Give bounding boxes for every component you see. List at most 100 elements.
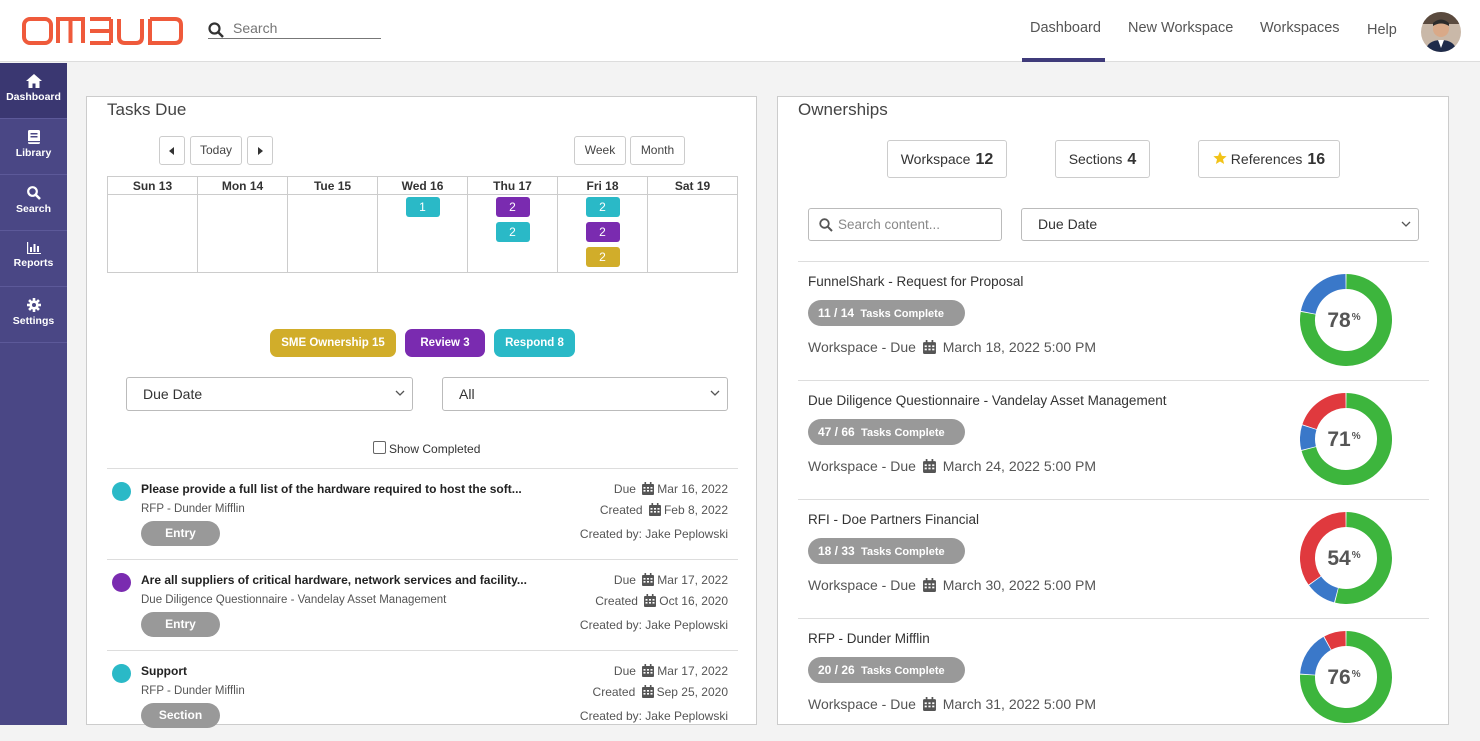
ownership-row[interactable]: RFP - Dunder Mifflin 20 / 26 Tasks Comple… (798, 618, 1429, 737)
content-search[interactable]: Search content... (808, 208, 1002, 241)
calendar-icon (648, 503, 661, 516)
workspace-count-button[interactable]: Workspace 12 (887, 140, 1007, 178)
task-title[interactable]: Support (141, 664, 187, 678)
task-title[interactable]: Are all suppliers of critical hardware, … (141, 573, 527, 587)
created-label: Created (592, 685, 636, 699)
due-value: Mar 17, 2022 (657, 573, 728, 587)
sidebar-item-search[interactable]: Search (0, 175, 67, 231)
tasks-type-select[interactable]: All (442, 377, 728, 411)
task-row[interactable]: Please provide a full list of the hardwa… (107, 468, 738, 559)
tasks-due-panel: Tasks Due Today Week Month Sun 13 Mon 14 T… (86, 96, 757, 728)
task-row[interactable]: Support RFP - Dunder Mifflin Section Due Ma… (107, 650, 738, 741)
ownership-title[interactable]: RFP - Dunder Mifflin (808, 631, 930, 646)
filter-sme-ownership[interactable]: SME Ownership 15 (270, 329, 396, 357)
nav-help[interactable]: Help (1367, 22, 1397, 38)
calendar-icon (644, 594, 657, 607)
due-value: Mar 17, 2022 (657, 664, 728, 678)
nav-dashboard[interactable]: Dashboard (1030, 20, 1101, 36)
calendar-prev-button[interactable] (159, 136, 185, 165)
show-completed-label: Show Completed (389, 442, 481, 456)
filter-review[interactable]: Review 3 (405, 329, 485, 357)
donut-segment-red (1302, 393, 1347, 430)
progress-donut: 54% (1300, 512, 1392, 604)
filter-respond[interactable]: Respond 8 (494, 329, 575, 357)
percent-sign: % (1352, 431, 1361, 442)
ownership-row[interactable]: FunnelShark - Request for Proposal 11 / 1… (798, 261, 1429, 380)
calendar-icon (922, 459, 936, 473)
tasks-due-title: Tasks Due (107, 100, 187, 119)
sidebar-item-reports[interactable]: Reports (0, 231, 67, 287)
calendar-event-badge[interactable]: 1 (405, 197, 440, 217)
calendar-event-badge[interactable]: 2 (495, 222, 530, 242)
ownership-title[interactable]: RFI - Doe Partners Financial (808, 512, 980, 527)
calendar-today-button[interactable]: Today (190, 136, 242, 165)
ownership-row[interactable]: Due Diligence Questionnaire - Vandelay A… (798, 380, 1429, 499)
search-input[interactable] (233, 20, 378, 36)
calendar-day-cell[interactable] (287, 194, 378, 273)
calendar-next-button[interactable] (247, 136, 273, 165)
task-row[interactable]: Are all suppliers of critical hardware, … (107, 559, 738, 650)
tasks-complete-badge: 47 / 66 Tasks Complete (808, 419, 965, 445)
ownership-row[interactable]: RFI - Doe Partners Financial 18 / 33 Task… (798, 499, 1429, 618)
tasks-complete-label: Tasks Complete (861, 546, 945, 558)
task-created-date: Created Feb 8, 2022 (600, 503, 728, 517)
sections-count-button[interactable]: Sections 4 (1055, 140, 1150, 178)
donut-segment-blue (1300, 274, 1347, 315)
calendar-month-button[interactable]: Month (630, 136, 685, 165)
tasks-sort-select[interactable]: Due Date (126, 377, 413, 411)
sidebar-item-dashboard[interactable]: Dashboard (0, 63, 67, 119)
calendar-icon (922, 578, 936, 592)
donut-segment-green (1300, 274, 1392, 366)
count-value: 16 (1307, 151, 1326, 168)
due-prefix: Workspace - Due (808, 577, 916, 593)
show-completed-toggle[interactable]: Show Completed (373, 441, 480, 456)
calendar-day-cell[interactable]: 2 2 2 (557, 194, 648, 273)
calendar-event-badge[interactable]: 2 (495, 197, 530, 217)
tasks-count: 18 / 33 (818, 544, 855, 558)
due-value: March 30, 2022 5:00 PM (942, 577, 1096, 593)
percent-value: 54 (1327, 547, 1351, 570)
references-count-button[interactable]: References 16 (1198, 140, 1340, 178)
show-completed-checkbox[interactable] (373, 441, 386, 454)
donut-percent: 54% (1327, 547, 1360, 570)
ownership-title[interactable]: FunnelShark - Request for Proposal (808, 274, 1024, 289)
tasks-type-value: All (459, 386, 475, 402)
ownerships-sort-select[interactable]: Due Date (1021, 208, 1419, 241)
due-value: Mar 16, 2022 (657, 482, 728, 496)
calendar-day-cell[interactable] (107, 194, 198, 273)
task-title[interactable]: Please provide a full list of the hardwa… (141, 482, 522, 496)
task-type-badge: Entry (141, 612, 220, 637)
task-workspace: RFP - Dunder Mifflin (141, 685, 245, 697)
ownership-title[interactable]: Due Diligence Questionnaire - Vandelay A… (808, 393, 1167, 408)
calendar-event-badge[interactable]: 2 (585, 222, 620, 242)
calendar-day-cell[interactable] (647, 194, 738, 273)
user-avatar[interactable] (1421, 12, 1461, 52)
nav-workspaces[interactable]: Workspaces (1260, 20, 1340, 36)
global-search[interactable] (208, 20, 381, 39)
calendar-event-badge[interactable]: 2 (585, 247, 620, 267)
created-value: Sep 25, 2020 (656, 685, 728, 699)
ombud-logo[interactable] (22, 16, 184, 46)
calendar-day-cell[interactable]: 1 (377, 194, 468, 273)
calendar-day-cell[interactable] (197, 194, 288, 273)
created-label: Created (599, 503, 643, 517)
content-search-placeholder: Search content... (838, 217, 941, 232)
task-type-badge: Section (141, 703, 220, 728)
sidebar-item-settings[interactable]: Settings (0, 287, 67, 343)
donut-segment-blue (1300, 636, 1332, 676)
chevron-down-icon (395, 390, 405, 396)
task-workspace: Due Diligence Questionnaire - Vandelay A… (141, 594, 447, 606)
calendar-week-button[interactable]: Week (574, 136, 626, 165)
gear-icon (26, 298, 41, 312)
caret-right-icon (258, 147, 263, 155)
nav-new-workspace[interactable]: New Workspace (1128, 20, 1234, 36)
calendar-event-badge[interactable]: 2 (585, 197, 620, 217)
percent-sign: % (1352, 550, 1361, 561)
sidebar-item-library[interactable]: Library (0, 119, 67, 175)
calendar-icon (922, 340, 936, 354)
caret-left-icon (169, 147, 174, 155)
chevron-down-icon (1401, 221, 1411, 227)
top-bar: Dashboard New Workspace Workspaces Help (0, 0, 1480, 62)
ownerships-sort-value: Due Date (1038, 216, 1098, 232)
